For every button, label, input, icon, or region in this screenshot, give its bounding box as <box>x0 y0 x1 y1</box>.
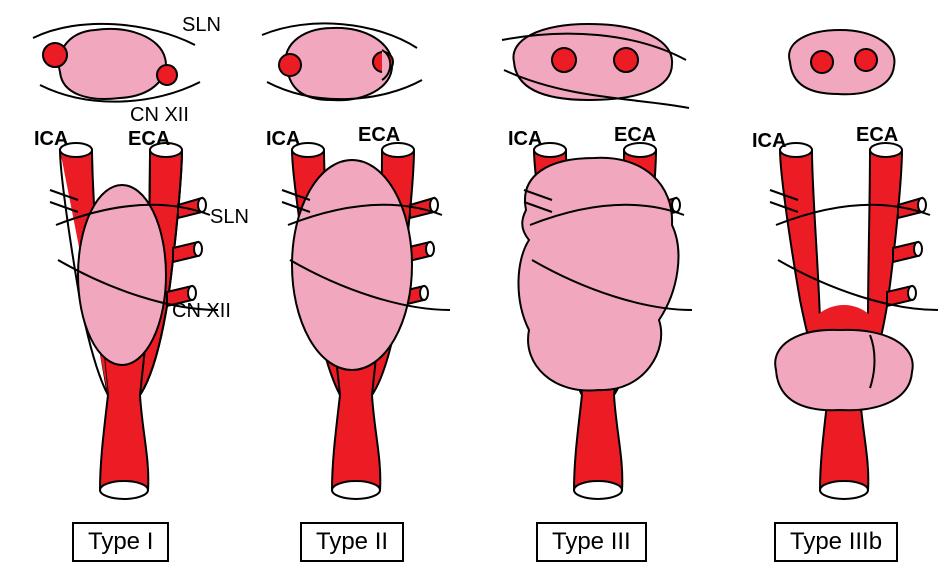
label-eca-4: ECA <box>856 124 898 147</box>
label-cnxii-top: CN XII <box>130 104 189 127</box>
label-eca-2: ECA <box>358 124 400 147</box>
label-cnxii-main: CN XII <box>172 300 231 323</box>
diagram-svg <box>0 0 950 577</box>
type3-main <box>518 143 692 499</box>
label-ica-4: ICA <box>752 130 786 153</box>
label-ica-2: ICA <box>266 128 300 151</box>
label-sln-main: SLN <box>210 206 249 229</box>
type2-cross-section <box>262 23 422 100</box>
type1-cross-section <box>33 24 200 102</box>
label-sln-top: SLN <box>182 14 221 37</box>
label-ica-3: ICA <box>508 128 542 151</box>
type3b-main <box>770 143 938 499</box>
label-ica-1: ICA <box>34 128 68 151</box>
label-type1: Type I <box>72 522 169 562</box>
type2-main <box>282 143 450 499</box>
type3-cross-section <box>502 24 689 108</box>
type3b-cross-section <box>789 30 894 94</box>
label-eca-3: ECA <box>614 124 656 147</box>
label-type3b: Type IIIb <box>774 522 898 562</box>
label-type3: Type III <box>536 522 647 562</box>
label-eca-1: ECA <box>128 128 170 151</box>
label-type2: Type II <box>300 522 404 562</box>
diagram-canvas: SLN CN XII ICA ECA SLN CN XII ICA ECA IC… <box>0 0 950 577</box>
